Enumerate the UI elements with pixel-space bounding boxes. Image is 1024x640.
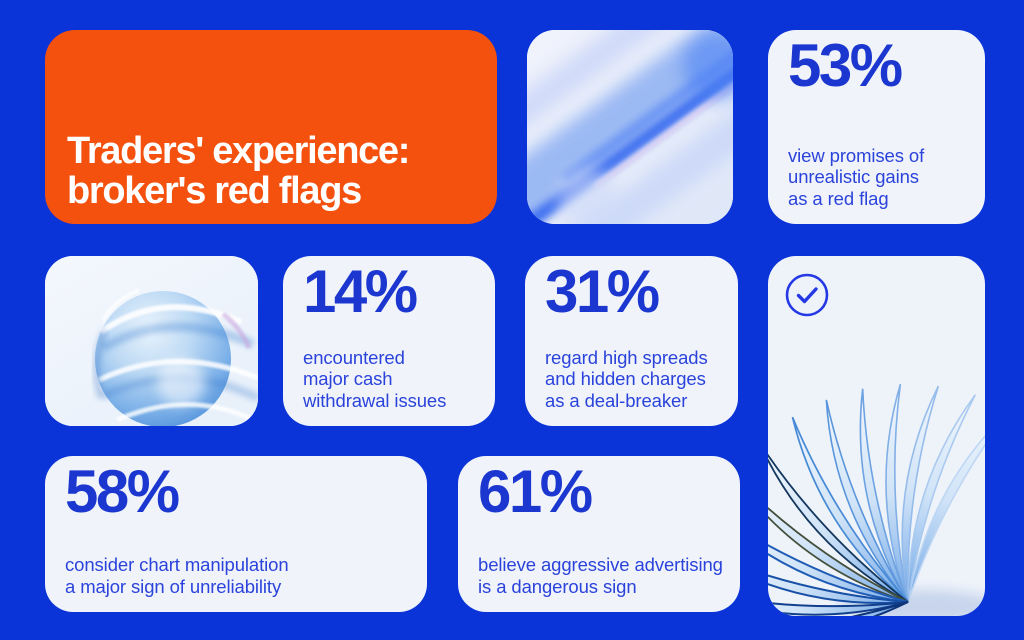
stat-description-14: encountered major cash withdrawal issues [303, 347, 446, 412]
desc-line: major cash [303, 368, 393, 390]
title-card: Traders' experience: broker's red flags [45, 30, 497, 224]
page-title: Traders' experience: broker's red flags [67, 129, 410, 213]
sphere-image-card [45, 256, 258, 426]
stat-card-61: 61% believe aggressive advertising is a d… [458, 456, 740, 612]
page-title-line1: Traders' experience: [67, 129, 410, 172]
abstract-ribbons-image [527, 30, 733, 224]
ribbon-image-card [527, 30, 733, 224]
desc-line: as a deal-breaker [545, 390, 688, 412]
stat-description-53: view promises of unrealistic gains as a re… [788, 145, 924, 210]
stat-card-53: 53% view promises of unrealistic gains as … [768, 30, 985, 224]
desc-line: consider chart manipulation [65, 554, 289, 576]
stat-card-14: 14% encountered major cash withdrawal issu… [283, 256, 495, 426]
stat-card-58: 58% consider chart manipulation a major s… [45, 456, 427, 612]
abstract-glass-sphere-image [45, 256, 258, 426]
stat-value-53: 53% [788, 32, 903, 99]
desc-line: encountered [303, 346, 405, 368]
page-title-line2: broker's red flags [67, 170, 362, 213]
stat-value-58: 58% [65, 458, 180, 525]
desc-line: regard high spreads [545, 346, 708, 368]
desc-line: a major sign of unreliability [65, 576, 282, 598]
desc-line: and hidden charges [545, 368, 706, 390]
desc-line: as a red flag [788, 188, 889, 210]
stat-value-31: 31% [545, 258, 660, 325]
desc-line: unrealistic gains [788, 166, 919, 188]
stat-card-31: 31% regard high spreads and hidden charge… [525, 256, 738, 426]
stat-description-61: believe aggressive advertising is a dange… [478, 554, 723, 598]
stat-description-58: consider chart manipulation a major sign … [65, 554, 289, 598]
stat-description-31: regard high spreads and hidden charges as … [545, 347, 708, 412]
check-image-card [768, 256, 985, 616]
desc-line: withdrawal issues [303, 390, 447, 412]
stat-value-14: 14% [303, 258, 418, 325]
stat-value-61: 61% [478, 458, 593, 525]
abstract-fanned-pages-image [768, 256, 985, 616]
check-icon [784, 272, 830, 318]
desc-line: view promises of [788, 144, 925, 166]
desc-line: is a dangerous sign [478, 576, 637, 598]
desc-line: believe aggressive advertising [478, 554, 723, 576]
